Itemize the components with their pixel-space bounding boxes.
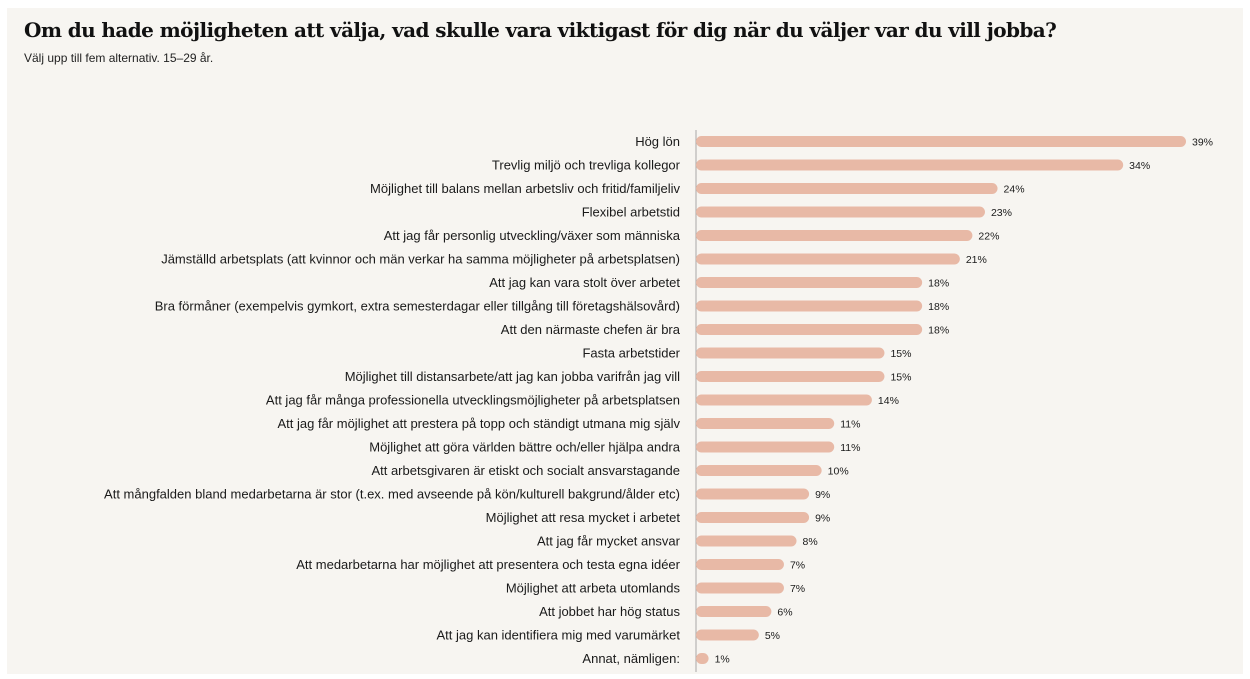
bar xyxy=(696,183,998,194)
value-label: 21% xyxy=(966,254,987,266)
value-label: 5% xyxy=(765,630,780,642)
bar xyxy=(696,300,923,312)
category-label: Jämställd arbetsplats (att kvinnor och m… xyxy=(161,252,680,267)
value-label: 9% xyxy=(815,513,830,525)
bar xyxy=(696,394,872,406)
value-label: 9% xyxy=(815,489,830,501)
bar xyxy=(696,136,1186,147)
bar xyxy=(696,582,784,594)
category-label: Att jag får möjlighet att prestera på to… xyxy=(278,416,681,431)
category-label: Möjlighet att göra världen bättre och/el… xyxy=(369,440,681,455)
bar xyxy=(696,465,822,476)
value-label: 18% xyxy=(928,278,949,290)
value-label: 14% xyxy=(878,395,899,407)
category-label: Annat, nämligen: xyxy=(582,651,680,666)
bar xyxy=(696,230,973,241)
bar xyxy=(696,535,797,547)
bar xyxy=(696,559,784,570)
value-label: 39% xyxy=(1192,137,1213,149)
value-label: 11% xyxy=(840,442,860,454)
bar xyxy=(696,159,1124,171)
value-label: 23% xyxy=(991,207,1012,219)
bar xyxy=(696,653,709,664)
category-label: Att jag får personlig utveckling/växer s… xyxy=(384,228,681,243)
bar xyxy=(696,253,960,265)
value-label: 34% xyxy=(1129,160,1150,172)
value-label: 7% xyxy=(790,583,805,595)
category-label: Att jag får många professionella utveckl… xyxy=(266,393,680,408)
category-label: Fasta arbetstider xyxy=(582,346,680,361)
value-label: 18% xyxy=(928,325,949,337)
category-label: Trevlig miljö och trevliga kollegor xyxy=(492,158,681,173)
category-label: Möjlighet till balans mellan arbetsliv o… xyxy=(370,181,680,196)
bar xyxy=(696,606,772,617)
chart-subtitle: Välj upp till fem alternativ. 15–29 år. xyxy=(24,51,214,65)
category-label: Att jobbet har hög status xyxy=(539,604,680,619)
bar xyxy=(696,347,885,359)
bar xyxy=(696,512,810,523)
value-label: 24% xyxy=(1004,184,1025,196)
value-label: 10% xyxy=(828,466,849,478)
category-label: Att jag får mycket ansvar xyxy=(537,534,681,549)
bar xyxy=(696,488,810,500)
category-label: Att jag kan identifiera mig med varumärk… xyxy=(437,628,681,643)
bar xyxy=(696,324,923,335)
value-label: 22% xyxy=(978,231,999,243)
category-label: Bra förmåner (exempelvis gymkort, extra … xyxy=(155,299,680,314)
chart-title: Om du hade möjligheten att välja, vad sk… xyxy=(24,18,1057,42)
bar xyxy=(696,441,835,453)
value-label: 7% xyxy=(790,560,805,572)
chart-card xyxy=(7,8,1243,674)
value-label: 8% xyxy=(803,536,818,548)
category-label: Möjlighet att resa mycket i arbetet xyxy=(486,510,681,525)
category-label: Möjlighet till distansarbete/att jag kan… xyxy=(345,369,680,384)
category-label: Att mångfalden bland medarbetarna är sto… xyxy=(104,487,680,502)
value-label: 6% xyxy=(777,607,792,619)
value-label: 11% xyxy=(840,419,860,431)
bar xyxy=(696,206,985,218)
value-label: 1% xyxy=(715,654,730,666)
value-label: 15% xyxy=(890,372,911,384)
bar xyxy=(696,418,835,429)
bar xyxy=(696,629,759,641)
value-label: 18% xyxy=(928,301,949,313)
category-label: Att medarbetarna har möjlighet att prese… xyxy=(296,557,680,572)
value-label: 15% xyxy=(890,348,911,360)
category-label: Möjlighet att arbeta utomlands xyxy=(506,581,681,596)
category-label: Hög lön xyxy=(635,134,680,149)
category-label: Att arbetsgivaren är etiskt och socialt … xyxy=(371,463,680,478)
category-label: Att jag kan vara stolt över arbetet xyxy=(489,275,680,290)
bar xyxy=(696,277,923,288)
category-label: Att den närmaste chefen är bra xyxy=(501,322,681,337)
category-label: Flexibel arbetstid xyxy=(582,205,680,220)
bar xyxy=(696,371,885,382)
